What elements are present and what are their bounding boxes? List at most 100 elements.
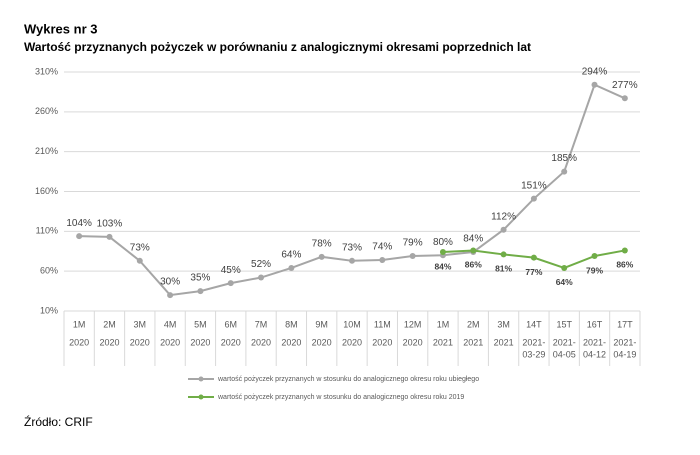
data-label: 84%: [463, 234, 483, 245]
point: [561, 264, 568, 271]
x-tick-label: 5M: [194, 319, 207, 329]
data-label: 52%: [251, 259, 271, 270]
point: [621, 247, 628, 254]
legend-label: wartość pożyczek przyznanych w stosunku …: [217, 394, 464, 401]
data-label: 77%: [525, 267, 542, 277]
y-tick-label: 260%: [35, 106, 58, 116]
data-label: 151%: [521, 180, 547, 191]
x-tick-label: 03-29: [522, 349, 545, 359]
x-tick-label: 04-12: [583, 349, 606, 359]
legend-label: wartość pożyczek przyznanych w stosunku …: [217, 376, 479, 383]
point: [318, 253, 325, 260]
x-tick-label: 2021-: [553, 337, 576, 347]
x-tick-label: 2020: [69, 337, 89, 347]
data-label: 185%: [551, 153, 577, 164]
data-label: 277%: [612, 80, 638, 91]
legend-marker: [198, 376, 204, 382]
x-tick-label: 8M: [285, 319, 298, 329]
data-label: 78%: [312, 238, 332, 249]
y-tick-label: 60%: [40, 266, 58, 276]
x-tick-label: 2020: [221, 337, 241, 347]
data-label: 79%: [586, 265, 603, 275]
x-tick-label: 2021-: [613, 337, 636, 347]
x-tick-label: 2021: [463, 337, 483, 347]
y-tick-label: 110%: [36, 226, 58, 236]
x-tick-label: 2020: [372, 337, 392, 347]
x-tick-label: 2020: [281, 337, 301, 347]
x-tick-label: 4M: [164, 319, 177, 329]
chart-subtitle: Wartość przyznanych pożyczek w porównani…: [24, 40, 531, 54]
point: [409, 253, 416, 260]
chart-title: Wykres nr 3: [24, 21, 97, 36]
x-tick-label: 2021: [433, 337, 453, 347]
point: [167, 292, 174, 299]
x-tick-label: 2021-: [583, 337, 606, 347]
x-tick-label: 2M: [467, 319, 480, 329]
point: [470, 247, 477, 254]
point: [227, 280, 234, 287]
x-tick-label: 12M: [404, 319, 422, 329]
data-label: 73%: [130, 242, 150, 253]
x-tick-label: 17T: [617, 319, 633, 329]
x-tick-label: 16T: [587, 319, 603, 329]
x-tick-label: 2020: [160, 337, 180, 347]
data-label: 73%: [342, 242, 362, 253]
data-label: 104%: [66, 218, 92, 229]
data-label: 80%: [433, 237, 453, 248]
point: [621, 95, 628, 102]
x-tick-label: 2020: [342, 337, 362, 347]
data-label: 74%: [372, 242, 392, 253]
x-tick-label: 2020: [251, 337, 271, 347]
point: [530, 195, 537, 202]
point: [288, 264, 295, 271]
x-tick-label: 2020: [99, 337, 119, 347]
x-tick-label: 7M: [255, 319, 268, 329]
point: [561, 168, 568, 175]
data-label: 112%: [491, 211, 516, 222]
point: [591, 253, 598, 260]
x-tick-label: 04-19: [613, 349, 636, 359]
x-tick-label: 3M: [134, 319, 147, 329]
x-tick-label: 2M: [103, 319, 116, 329]
data-label: 45%: [221, 265, 241, 276]
y-tick-label: 160%: [35, 186, 58, 196]
x-tick-label: 2020: [130, 337, 150, 347]
data-label: 86%: [616, 260, 633, 270]
x-tick-label: 04-05: [553, 349, 576, 359]
y-tick-label: 210%: [35, 146, 58, 156]
point: [197, 288, 204, 295]
point: [106, 233, 113, 240]
data-label: 30%: [160, 277, 180, 288]
x-tick-label: 15T: [556, 319, 572, 329]
point: [530, 254, 537, 261]
x-tick-label: 2020: [403, 337, 423, 347]
x-tick-label: 2020: [312, 337, 332, 347]
point: [258, 274, 265, 281]
point: [500, 226, 507, 233]
data-label: 79%: [403, 238, 423, 249]
data-label: 103%: [97, 219, 123, 230]
x-tick-label: 2020: [190, 337, 210, 347]
x-tick-label: 1M: [73, 319, 86, 329]
x-tick-label: 2021: [494, 337, 514, 347]
point: [500, 251, 507, 258]
x-tick-label: 11M: [374, 319, 391, 329]
legend-marker: [198, 394, 204, 400]
point: [136, 257, 143, 264]
x-tick-label: 6M: [224, 319, 237, 329]
point: [439, 249, 446, 256]
point: [379, 257, 386, 264]
x-tick-label: 9M: [315, 319, 328, 329]
point: [76, 233, 83, 240]
y-tick-label: 310%: [35, 66, 58, 76]
x-tick-label: 2021-: [522, 337, 545, 347]
data-label: 84%: [434, 261, 451, 271]
point: [349, 257, 355, 264]
x-tick-label: 10M: [343, 319, 361, 329]
point: [591, 81, 598, 88]
data-label: 86%: [465, 260, 482, 270]
data-label: 64%: [281, 250, 301, 261]
data-label: 35%: [190, 273, 210, 284]
